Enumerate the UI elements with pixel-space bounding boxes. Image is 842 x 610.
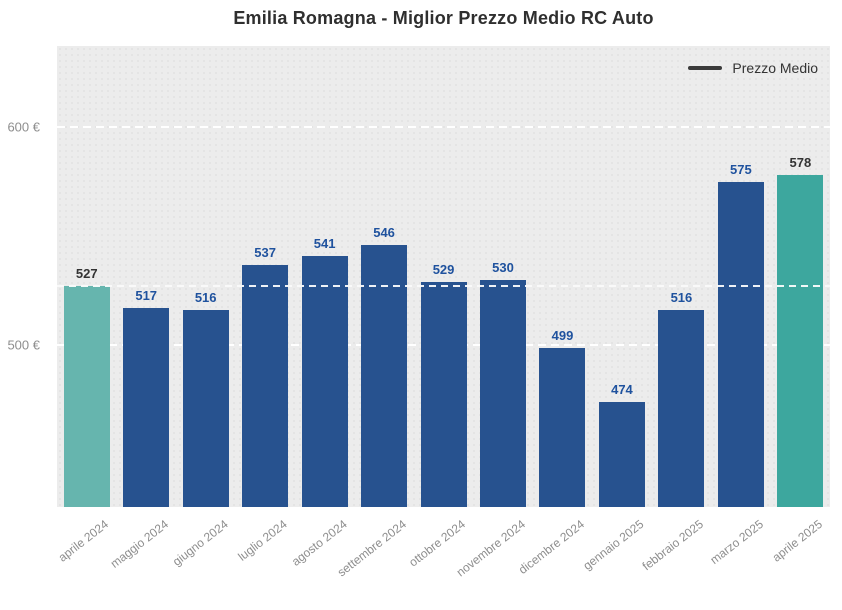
bar-slot-aprile-2024: 527 aprile 2024 — [56, 46, 116, 564]
bar-value-label-novembre-2024: 530 — [492, 259, 514, 275]
bar-slot-maggio-2024: 517 maggio 2024 — [108, 46, 175, 571]
bar-gennaio-2025[interactable] — [598, 402, 645, 507]
bar-ottobre-2024[interactable] — [420, 282, 467, 507]
bar-maggio-2024[interactable] — [123, 308, 170, 507]
bar-novembre-2024[interactable] — [480, 279, 527, 507]
x-axis-label-aprile-2025: aprile 2025 — [769, 517, 825, 565]
y-axis-tick-label: 500 € — [7, 337, 40, 353]
bar-series: 527 aprile 2024 517 maggio 2024 516 giugno 20… — [56, 46, 830, 580]
bar-value-label-settembre-2024: 546 — [373, 224, 395, 240]
chart-title: Emilia Romagna - Miglior Prezzo Medio RC… — [233, 8, 654, 28]
reference-line-overlay — [57, 285, 830, 288]
x-axis-label-marzo-2025: marzo 2025 — [706, 517, 766, 568]
bar-value-label-febbraio-2025: 516 — [670, 290, 693, 306]
bar-marzo-2025[interactable] — [717, 181, 764, 507]
bar-dicembre-2024[interactable] — [539, 347, 586, 507]
legend-item-prezzo-medio[interactable]: Prezzo Medio — [688, 60, 818, 76]
x-axis-label-giugno-2024: giugno 2024 — [169, 517, 231, 569]
legend-label: Prezzo Medio — [732, 60, 818, 76]
bar-value-label-luglio-2024: 537 — [254, 244, 276, 260]
gridline-600 — [57, 125, 830, 128]
bar-slot-gennaio-2025: 474 gennaio 2025 — [581, 46, 651, 573]
bar-slot-ottobre-2024: 529 ottobre 2024 — [406, 46, 473, 570]
plot-area: 527 aprile 2024 517 maggio 2024 516 giugno 20… — [56, 46, 830, 580]
bar-luglio-2024[interactable] — [242, 264, 289, 507]
x-axis-label-aprile-2024: aprile 2024 — [55, 517, 112, 565]
bar-aprile-2025[interactable] — [777, 174, 824, 507]
bar-value-label-agosto-2024: 541 — [313, 235, 336, 251]
x-axis-label-luglio-2024: luglio 2024 — [235, 517, 290, 564]
x-axis-label-febbraio-2025: febbraio 2025 — [639, 517, 707, 574]
x-axis-label-ottobre-2024: ottobre 2024 — [406, 517, 469, 570]
bar-slot-novembre-2024: 530 novembre 2024 — [453, 46, 532, 580]
bar-slot-febbraio-2025: 516 febbraio 2025 — [640, 46, 711, 573]
bar-slot-giugno-2024: 516 giugno 2024 — [170, 46, 235, 568]
y-axis-tick-label: 600 € — [7, 119, 40, 135]
bar-giugno-2024[interactable] — [182, 310, 229, 507]
bar-value-label-giugno-2024: 516 — [194, 290, 217, 306]
bar-slot-settembre-2024: 546 settembre 2024 — [334, 46, 413, 580]
bar-value-label-dicembre-2024: 499 — [551, 327, 574, 343]
bar-slot-aprile-2025: 578 aprile 2025 — [770, 46, 830, 565]
x-axis-label-gennaio-2025: gennaio 2025 — [580, 517, 647, 573]
bar-settembre-2024[interactable] — [361, 244, 408, 507]
bar-value-label-aprile-2025: 578 — [789, 154, 812, 170]
bar-value-label-ottobre-2024: 529 — [432, 262, 455, 277]
bar-slot-dicembre-2024: 499 dicembre 2024 — [516, 46, 592, 577]
bar-aprile-2024[interactable] — [63, 286, 110, 507]
bar-value-label-marzo-2025: 575 — [730, 161, 752, 177]
bar-value-label-aprile-2024: 527 — [75, 266, 98, 282]
bar-slot-agosto-2024: 541 agosto 2024 — [289, 46, 354, 569]
bar-slot-marzo-2025: 575 marzo 2025 — [707, 46, 770, 568]
bar-value-label-maggio-2024: 517 — [135, 288, 158, 304]
bar-agosto-2024[interactable] — [301, 255, 348, 507]
x-axis-label-maggio-2024: maggio 2024 — [107, 517, 171, 571]
bar-slot-luglio-2024: 537 luglio 2024 — [235, 46, 294, 564]
bar-febbraio-2025[interactable] — [658, 310, 705, 507]
legend-line-icon — [688, 66, 723, 70]
bar-value-label-gennaio-2025: 474 — [611, 382, 633, 398]
x-axis-label-agosto-2024: agosto 2024 — [288, 517, 350, 569]
